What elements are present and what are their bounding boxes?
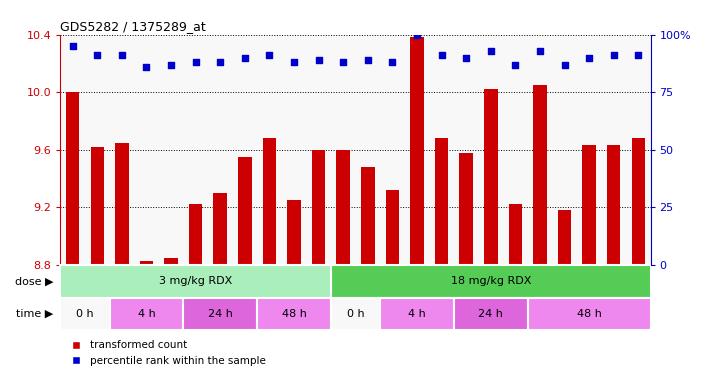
Bar bbox=[60, 298, 109, 330]
Bar bbox=[238, 157, 252, 265]
Bar bbox=[115, 142, 129, 265]
Bar bbox=[164, 258, 178, 265]
Bar bbox=[213, 193, 227, 265]
Bar bbox=[262, 138, 276, 265]
Text: 4 h: 4 h bbox=[138, 309, 156, 319]
Bar bbox=[454, 298, 528, 330]
Point bbox=[215, 59, 226, 65]
Text: 0 h: 0 h bbox=[76, 309, 94, 319]
Bar bbox=[189, 205, 203, 265]
Bar bbox=[60, 265, 331, 298]
Bar bbox=[528, 298, 651, 330]
Point bbox=[411, 31, 422, 38]
Bar bbox=[331, 265, 651, 298]
Point bbox=[338, 59, 349, 65]
Point bbox=[362, 57, 373, 63]
Text: 4 h: 4 h bbox=[408, 309, 426, 319]
Text: 3 mg/kg RDX: 3 mg/kg RDX bbox=[159, 276, 232, 286]
Point bbox=[387, 59, 398, 65]
Point bbox=[461, 55, 472, 61]
Text: 0 h: 0 h bbox=[347, 309, 364, 319]
Bar bbox=[582, 146, 596, 265]
Bar bbox=[336, 150, 350, 265]
Point bbox=[559, 61, 570, 68]
Point bbox=[584, 55, 595, 61]
Point bbox=[166, 61, 177, 68]
Text: 48 h: 48 h bbox=[577, 309, 602, 319]
Bar bbox=[607, 146, 621, 265]
Legend: transformed count, percentile rank within the sample: transformed count, percentile rank withi… bbox=[65, 340, 265, 366]
Bar bbox=[533, 85, 547, 265]
Text: 18 mg/kg RDX: 18 mg/kg RDX bbox=[451, 276, 531, 286]
Bar bbox=[66, 92, 80, 265]
Text: time ▶: time ▶ bbox=[16, 309, 53, 319]
Point bbox=[116, 52, 127, 58]
Text: dose ▶: dose ▶ bbox=[14, 276, 53, 286]
Text: 48 h: 48 h bbox=[282, 309, 306, 319]
Point bbox=[92, 52, 103, 58]
Bar bbox=[361, 167, 375, 265]
Bar bbox=[385, 190, 399, 265]
Point bbox=[313, 57, 324, 63]
Point bbox=[141, 64, 152, 70]
Bar bbox=[90, 147, 104, 265]
Point bbox=[289, 59, 300, 65]
Bar bbox=[508, 205, 522, 265]
Bar bbox=[631, 138, 645, 265]
Point bbox=[510, 61, 521, 68]
Bar bbox=[109, 298, 183, 330]
Bar bbox=[380, 298, 454, 330]
Point bbox=[534, 48, 545, 54]
Bar bbox=[287, 200, 301, 265]
Bar bbox=[312, 150, 326, 265]
Text: GDS5282 / 1375289_at: GDS5282 / 1375289_at bbox=[60, 20, 206, 33]
Point bbox=[436, 52, 447, 58]
Text: 24 h: 24 h bbox=[479, 309, 503, 319]
Bar bbox=[183, 298, 257, 330]
Bar bbox=[459, 153, 473, 265]
Bar bbox=[435, 138, 449, 265]
Point bbox=[485, 48, 496, 54]
Bar bbox=[331, 298, 380, 330]
Point bbox=[67, 43, 78, 49]
Point bbox=[264, 52, 275, 58]
Bar bbox=[410, 37, 424, 265]
Point bbox=[608, 52, 619, 58]
Text: 24 h: 24 h bbox=[208, 309, 232, 319]
Bar bbox=[484, 89, 498, 265]
Bar bbox=[557, 210, 571, 265]
Bar bbox=[257, 298, 331, 330]
Bar bbox=[140, 261, 154, 265]
Point bbox=[190, 59, 201, 65]
Point bbox=[633, 52, 644, 58]
Point bbox=[239, 55, 250, 61]
